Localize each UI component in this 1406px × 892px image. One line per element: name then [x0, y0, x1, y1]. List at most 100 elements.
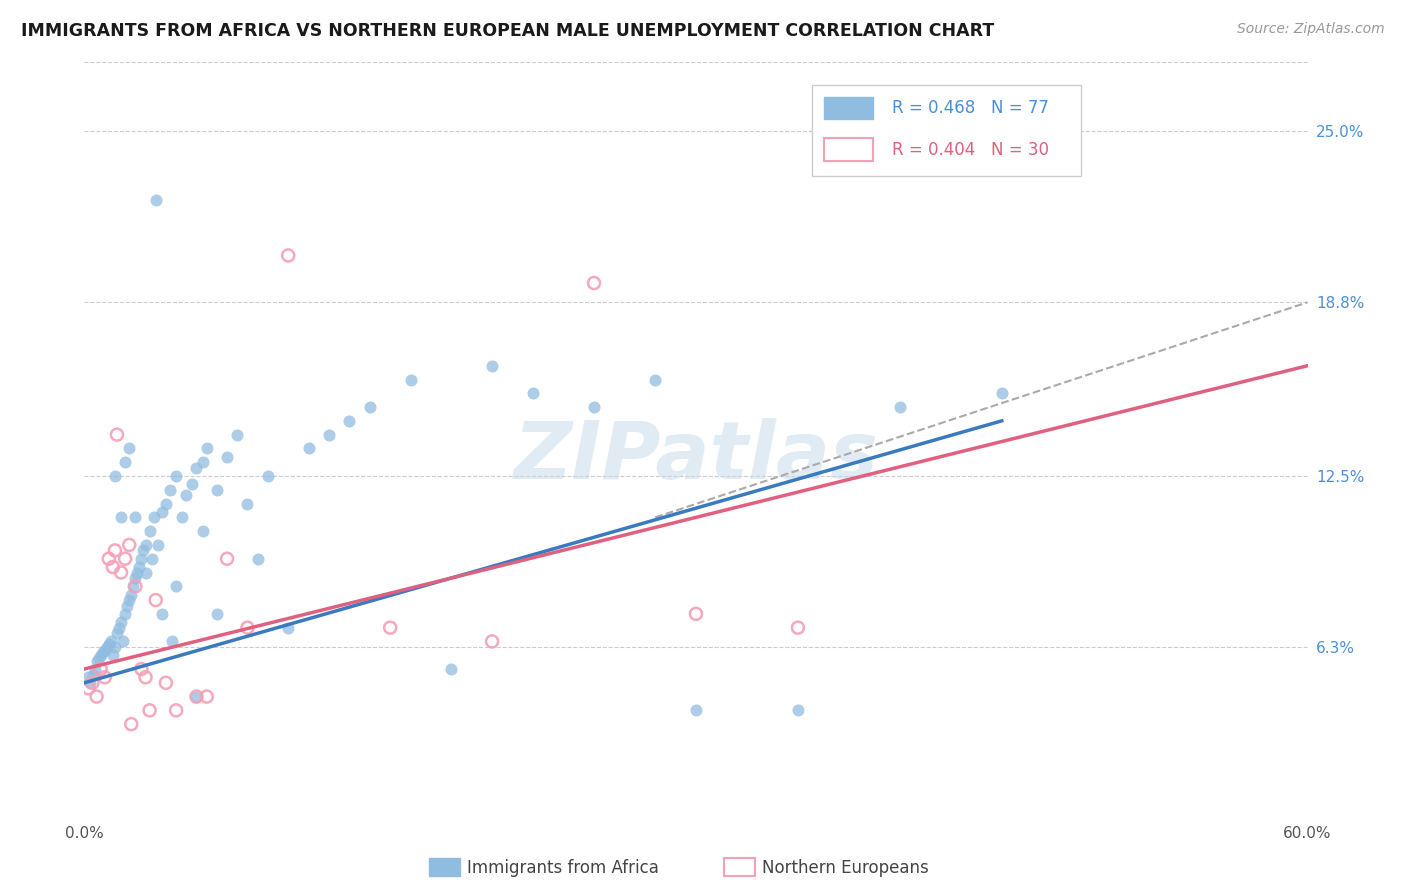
Point	[186, 460, 208, 475]
Point	[104, 543, 127, 558]
Point	[131, 662, 153, 676]
Text: ZIPatlas: ZIPatlas	[513, 417, 879, 496]
Point	[77, 681, 100, 696]
Point	[205, 483, 228, 497]
Point	[399, 372, 422, 386]
Point	[83, 662, 105, 676]
FancyBboxPatch shape	[824, 96, 873, 120]
Text: R = 0.404   N = 30: R = 0.404 N = 30	[891, 141, 1049, 159]
Point	[277, 248, 299, 262]
Point	[644, 372, 666, 386]
Point	[150, 505, 173, 519]
Text: IMMIGRANTS FROM AFRICA VS NORTHERN EUROPEAN MALE UNEMPLOYMENT CORRELATION CHART: IMMIGRANTS FROM AFRICA VS NORTHERN EUROP…	[21, 22, 994, 40]
Point	[77, 670, 100, 684]
Point	[186, 690, 208, 704]
Point	[97, 551, 120, 566]
Point	[195, 690, 218, 704]
Point	[91, 645, 114, 659]
Point	[522, 386, 544, 401]
Point	[226, 427, 249, 442]
Point	[124, 579, 146, 593]
Text: Source: ZipAtlas.com: Source: ZipAtlas.com	[1237, 22, 1385, 37]
Point	[217, 450, 239, 464]
Point	[150, 607, 173, 621]
Point	[339, 414, 361, 428]
Point	[481, 634, 503, 648]
Point	[359, 400, 381, 414]
Point	[128, 560, 150, 574]
Point	[114, 607, 136, 621]
Point	[118, 593, 141, 607]
Point	[172, 510, 194, 524]
Point	[87, 651, 110, 665]
Point	[138, 524, 160, 538]
Point	[82, 667, 104, 681]
Point	[145, 593, 167, 607]
Point	[100, 634, 122, 648]
Point	[165, 469, 187, 483]
Point	[86, 690, 108, 704]
Point	[132, 543, 155, 558]
Point	[104, 469, 127, 483]
Point	[583, 400, 606, 414]
Point	[165, 579, 187, 593]
Point	[155, 497, 177, 511]
Point	[135, 670, 157, 684]
Point	[110, 566, 132, 580]
Point	[991, 386, 1014, 401]
Point	[257, 469, 280, 483]
Point	[96, 640, 118, 654]
Point	[685, 607, 707, 621]
Text: R = 0.468   N = 77: R = 0.468 N = 77	[891, 99, 1049, 117]
Point	[440, 662, 463, 676]
Point	[97, 637, 120, 651]
Point	[583, 276, 606, 290]
Point	[101, 560, 124, 574]
Point	[186, 690, 208, 704]
Point	[122, 579, 145, 593]
Point	[114, 455, 136, 469]
Point	[165, 703, 187, 717]
Point	[124, 510, 146, 524]
Point	[236, 497, 259, 511]
Point	[93, 670, 115, 684]
Point	[191, 455, 214, 469]
Point	[217, 551, 239, 566]
Point	[145, 194, 167, 208]
Point	[160, 634, 183, 648]
Point	[141, 551, 163, 566]
Point	[481, 359, 503, 373]
Text: Immigrants from Africa: Immigrants from Africa	[467, 859, 658, 877]
Point	[105, 626, 128, 640]
Point	[277, 621, 299, 635]
Point	[118, 442, 141, 456]
Point	[142, 510, 165, 524]
Point	[174, 488, 197, 502]
Point	[105, 427, 128, 442]
Point	[205, 607, 228, 621]
Point	[298, 442, 321, 456]
Point	[159, 483, 181, 497]
Point	[120, 717, 142, 731]
Point	[120, 588, 142, 602]
Text: Northern Europeans: Northern Europeans	[762, 859, 929, 877]
Point	[236, 621, 259, 635]
Point	[380, 621, 402, 635]
Point	[112, 634, 135, 648]
Point	[195, 442, 218, 456]
Point	[127, 566, 149, 580]
Point	[138, 703, 160, 717]
Point	[135, 566, 157, 580]
Point	[108, 621, 131, 635]
Point	[93, 642, 115, 657]
Point	[787, 621, 810, 635]
Point	[787, 703, 810, 717]
Point	[246, 551, 269, 566]
Point	[889, 400, 911, 414]
Point	[101, 648, 124, 663]
Point	[90, 662, 112, 676]
Point	[79, 675, 101, 690]
Point	[146, 538, 169, 552]
Point	[104, 640, 127, 654]
Point	[124, 571, 146, 585]
